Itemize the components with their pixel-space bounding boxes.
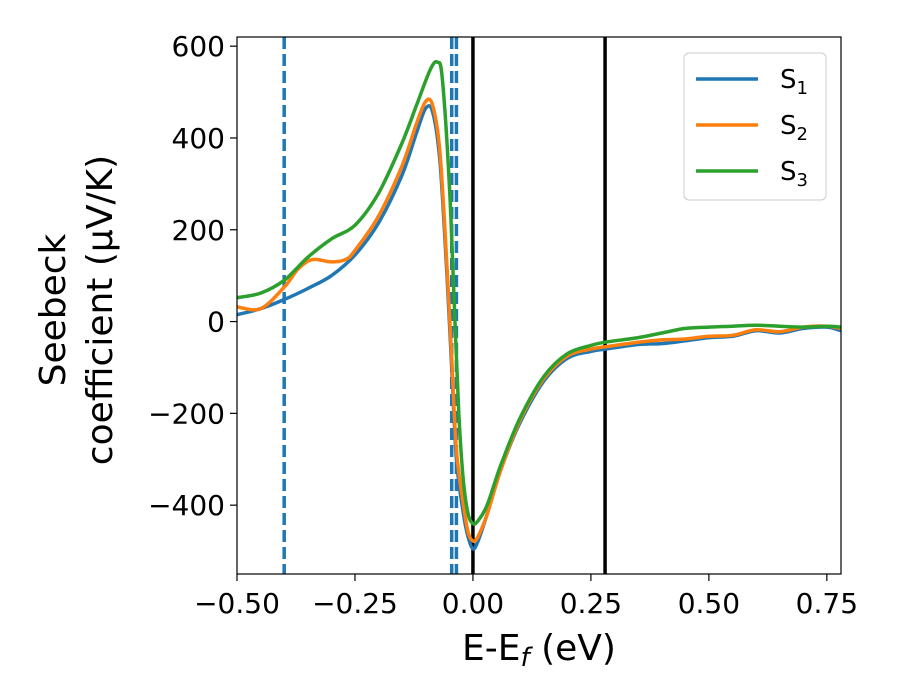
x-axis: −0.50 −0.25 0.00 0.25 0.50 0.75 [194, 574, 858, 620]
y-tick-label: −200 [148, 397, 225, 430]
legend-label: S1 [780, 65, 808, 99]
plot-frame [236, 36, 842, 575]
x-tick-label: 0.25 [560, 587, 622, 620]
legend: S1 S2 S3 [683, 52, 827, 201]
series-group [237, 59, 841, 551]
y-tick-label: 600 [172, 30, 225, 63]
reference-lines [282, 37, 607, 574]
y-tick-label: 200 [172, 214, 225, 247]
x-tick-label: −0.25 [312, 587, 398, 620]
y-tick-label: 0 [207, 306, 225, 339]
series-line-S2 [237, 97, 841, 544]
series-line-S3 [237, 59, 841, 526]
x-tick-label: 0.00 [442, 587, 504, 620]
y-axis-title-line2: coefficient (μV/K) [80, 155, 121, 465]
y-axis-title-line1: Seebeck [33, 233, 74, 386]
x-tick-label: 0.50 [678, 587, 740, 620]
y-axis: −400 −200 0 200 400 600 [148, 30, 237, 522]
x-axis-title: E-Ef (eV) [462, 628, 616, 673]
legend-label: S2 [780, 111, 808, 145]
x-tick-label: 0.75 [796, 587, 858, 620]
x-tick-label: −0.50 [194, 587, 280, 620]
y-tick-label: 400 [172, 122, 225, 155]
y-tick-label: −400 [148, 489, 225, 522]
legend-label: S3 [780, 157, 808, 191]
